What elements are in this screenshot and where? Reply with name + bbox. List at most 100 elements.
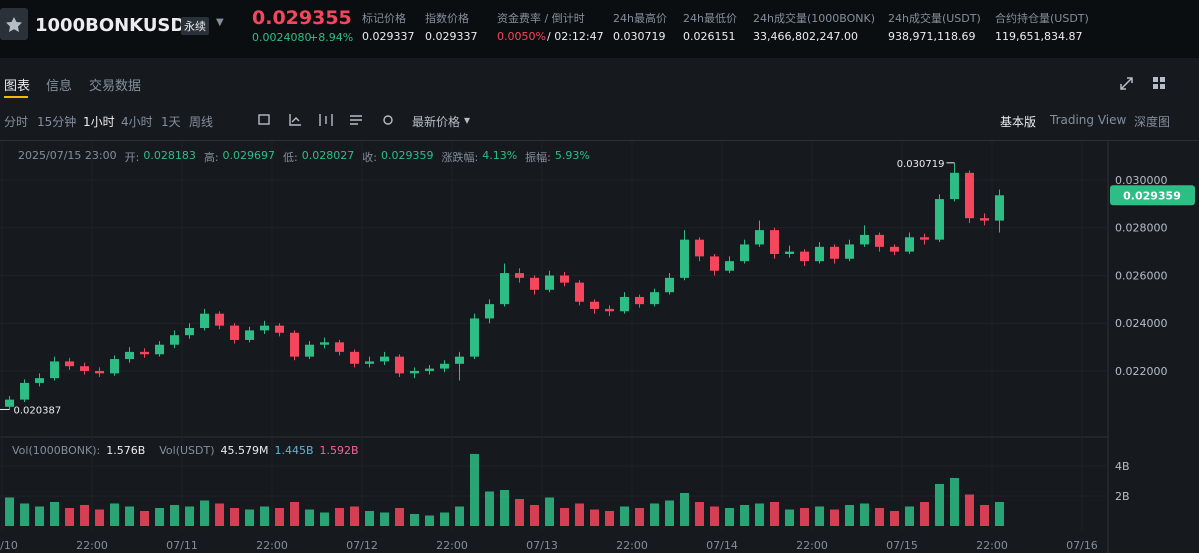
candle-body bbox=[724, 261, 734, 271]
volume-bar bbox=[95, 509, 105, 526]
volume-bar bbox=[170, 504, 180, 526]
candle-body bbox=[485, 304, 495, 319]
candle-body bbox=[95, 370, 105, 374]
volume-bar bbox=[80, 504, 90, 526]
legend-value: 5.93% bbox=[554, 149, 590, 162]
candle-body bbox=[634, 296, 644, 305]
legend-time: 2025/07/15 23:00 bbox=[18, 149, 117, 162]
volume-bar bbox=[844, 504, 854, 526]
volume-legend-value: 45.579M bbox=[220, 444, 269, 457]
volume-bar bbox=[994, 501, 1004, 526]
volume-bar bbox=[799, 507, 809, 526]
indicator-icon[interactable] bbox=[289, 114, 301, 126]
volume-bar bbox=[305, 509, 315, 526]
candle-body bbox=[470, 318, 480, 357]
volume-bar bbox=[709, 506, 719, 526]
candle-body bbox=[215, 313, 225, 326]
candle-body bbox=[350, 351, 360, 364]
stat-value: 0.029337 bbox=[425, 30, 478, 43]
view-mode[interactable]: 深度图 bbox=[1134, 115, 1171, 129]
volume-bar bbox=[904, 506, 914, 526]
contract-tag: 永续 bbox=[181, 17, 209, 35]
stat-value: 0.029337 bbox=[362, 30, 415, 43]
tab[interactable]: 图表 bbox=[4, 79, 31, 94]
volume-bar bbox=[410, 513, 420, 526]
x-tick-label: 07/12 bbox=[346, 539, 378, 552]
view-mode[interactable]: Trading View bbox=[1050, 113, 1127, 127]
stat-value: 938,971,118.69 bbox=[888, 30, 976, 43]
favorite-button[interactable] bbox=[0, 8, 28, 40]
volume-bar bbox=[440, 512, 450, 526]
last-price-tag bbox=[1110, 185, 1195, 206]
volume-bar bbox=[140, 510, 150, 526]
settings-icon[interactable] bbox=[383, 115, 393, 125]
volume-bar bbox=[679, 492, 689, 526]
volume-bar bbox=[589, 509, 599, 526]
legend-label: 振幅: bbox=[525, 151, 551, 164]
x-tick-label: 22:00 bbox=[976, 539, 1008, 552]
volume-bar bbox=[859, 503, 869, 526]
volume-bar bbox=[545, 497, 555, 526]
candle-body bbox=[275, 325, 285, 333]
tab[interactable]: 交易数据 bbox=[89, 79, 142, 94]
candle-body bbox=[844, 244, 854, 259]
candle-body bbox=[110, 359, 120, 374]
chart-type-icon[interactable] bbox=[258, 114, 270, 125]
candle-body bbox=[260, 325, 270, 331]
volume-bar bbox=[784, 509, 794, 526]
layout-icon[interactable] bbox=[1153, 77, 1165, 89]
interval-button[interactable]: 15分钟 bbox=[37, 115, 77, 129]
interval-button[interactable]: 1天 bbox=[161, 115, 181, 129]
volume-bar bbox=[290, 501, 300, 526]
candle-body bbox=[559, 275, 569, 283]
interval-button[interactable]: 1小时 bbox=[83, 115, 115, 129]
candle-body bbox=[799, 251, 809, 262]
volume-bar bbox=[425, 515, 435, 526]
tab-icons bbox=[1120, 77, 1165, 90]
volume-legend-value: 1.592B bbox=[319, 444, 359, 457]
candle-body bbox=[979, 218, 989, 221]
candle-body bbox=[904, 237, 914, 252]
volume-legend-value: 1.445B bbox=[274, 444, 314, 457]
candle-body bbox=[290, 332, 300, 357]
fullscreen-icon[interactable] bbox=[1120, 77, 1133, 90]
last-price-label: 0.029359 bbox=[1123, 189, 1181, 202]
candle-body bbox=[829, 246, 839, 259]
candle-body bbox=[589, 301, 599, 309]
stat-value: 33,466,802,247.00 bbox=[753, 30, 858, 43]
candle-body bbox=[934, 199, 944, 240]
candle-body bbox=[80, 366, 90, 371]
candle-body bbox=[365, 361, 375, 364]
candle-body bbox=[50, 361, 60, 379]
view-mode[interactable]: 基本版 bbox=[1000, 115, 1037, 129]
candle-body bbox=[530, 277, 540, 290]
ohlc-legend: 2025/07/15 23:00 开: 0.028183 高: 0.029697 低: 0.… bbox=[4, 149, 590, 165]
price-type-select[interactable]: 最新价格 bbox=[412, 115, 461, 129]
symbol-dropdown[interactable]: ▼ bbox=[216, 17, 224, 28]
legend-value: 0.029359 bbox=[380, 149, 434, 162]
candle-body bbox=[949, 172, 959, 200]
tab[interactable]: 信息 bbox=[46, 79, 73, 94]
stat-label: 指数价格 bbox=[425, 12, 469, 25]
candle-icon[interactable] bbox=[319, 114, 333, 126]
candle-body bbox=[170, 335, 180, 345]
candle-body bbox=[754, 230, 764, 245]
template-icon[interactable] bbox=[350, 115, 362, 125]
interval-button[interactable]: 4小时 bbox=[121, 115, 153, 129]
symbol[interactable]: 1000BONKUSDT bbox=[35, 15, 198, 36]
volume-legend: Vol(1000BONK): 1.576B Vol(USDT) 45.579M 1.44… bbox=[4, 444, 359, 457]
candle-body bbox=[35, 378, 45, 383]
legend-value: 0.028027 bbox=[301, 149, 355, 162]
legend-value: 4.13% bbox=[482, 149, 518, 162]
candle-body bbox=[619, 296, 629, 312]
volume-bar bbox=[949, 477, 959, 526]
candle-body bbox=[739, 244, 749, 262]
volume-bar bbox=[320, 512, 330, 526]
volume-bar bbox=[65, 507, 75, 526]
interval-button[interactable]: 周线 bbox=[189, 115, 214, 129]
star-icon bbox=[6, 17, 22, 32]
interval-button[interactable]: 分时 bbox=[4, 115, 29, 129]
volume-bar bbox=[634, 507, 644, 526]
candle-body bbox=[320, 342, 330, 345]
